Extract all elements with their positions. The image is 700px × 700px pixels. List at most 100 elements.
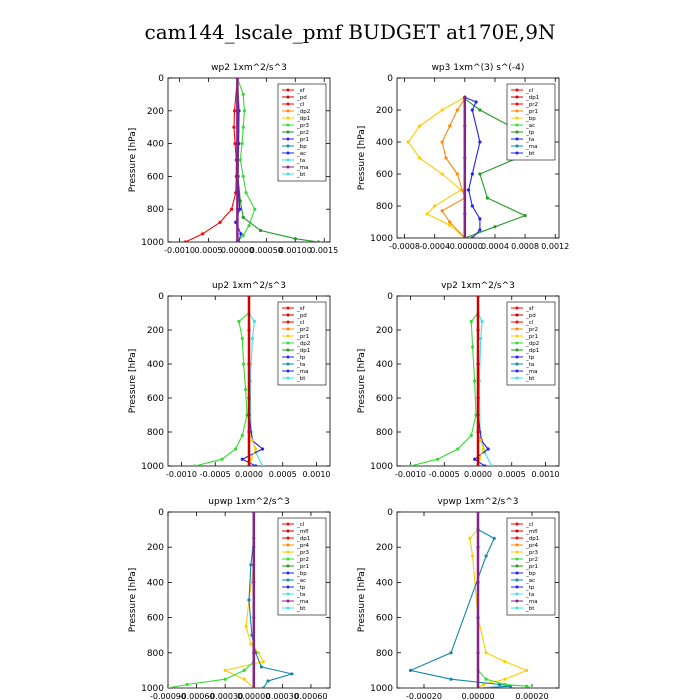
legend-marker bbox=[286, 557, 290, 561]
series-point bbox=[492, 536, 496, 541]
legend-label: _bt bbox=[296, 376, 306, 382]
legend-label: _pr1 bbox=[296, 564, 309, 570]
x-tick-label: -0.0005 bbox=[200, 470, 231, 479]
legend-label: _cl bbox=[525, 88, 534, 94]
series-point bbox=[235, 240, 240, 242]
y-axis-label: Pressure [hPa] bbox=[128, 128, 138, 193]
legend: _sf_pd_cl_pr2_pr1_dp2_dp1_tp_ta_ma_bt bbox=[506, 301, 556, 386]
series-point bbox=[476, 430, 480, 434]
legend-marker bbox=[286, 109, 290, 113]
series-point bbox=[247, 362, 251, 366]
series-group bbox=[183, 78, 321, 242]
series-point bbox=[448, 124, 452, 128]
legend-marker bbox=[515, 348, 519, 352]
legend-label: _ac bbox=[525, 578, 535, 584]
x-tick-label: 0.00060 bbox=[294, 692, 327, 700]
series-point bbox=[252, 651, 256, 655]
series-point bbox=[293, 237, 297, 241]
legend-label: _bp bbox=[296, 571, 307, 577]
panel-title: wp2 1xm^2/s^3 bbox=[211, 63, 287, 73]
series-point bbox=[408, 668, 413, 673]
legend: _sf_pd_cl_pr2_pr1_dp2_dp1_tp_ta_ma_bt bbox=[277, 301, 327, 386]
series-point bbox=[470, 204, 474, 208]
x-tick-label: 0.00000 bbox=[221, 246, 254, 255]
series-point bbox=[503, 677, 507, 681]
series-point bbox=[486, 447, 490, 451]
legend-label: _tp bbox=[296, 585, 306, 591]
series-point bbox=[247, 396, 251, 400]
legend-label: _ta bbox=[525, 362, 534, 368]
y-tick-label: 600 bbox=[376, 394, 393, 404]
legend-label: _bt bbox=[525, 151, 535, 157]
y-tick-label: 1000 bbox=[141, 462, 164, 472]
series-line bbox=[477, 312, 492, 466]
series-point bbox=[240, 142, 244, 146]
legend-marker bbox=[286, 348, 290, 352]
x-tick-label: 0.00000 bbox=[237, 692, 270, 700]
series-point bbox=[476, 396, 480, 400]
series-point bbox=[440, 172, 444, 176]
series-point bbox=[242, 109, 246, 113]
y-tick-label: 200 bbox=[147, 326, 164, 336]
y-tick-label: 0 bbox=[158, 292, 164, 302]
legend-label: _cl bbox=[296, 102, 305, 108]
legend-marker bbox=[515, 137, 519, 141]
series-point bbox=[240, 336, 244, 341]
series-point bbox=[471, 554, 475, 558]
legend-label: _pd bbox=[296, 95, 307, 101]
series-point bbox=[259, 665, 263, 669]
legend-label: _cl bbox=[525, 522, 534, 528]
series-point bbox=[242, 668, 246, 673]
x-tick-label: 0.00030 bbox=[266, 692, 299, 700]
legend-label: _pr2 bbox=[296, 327, 309, 333]
legend-label: _pr3 bbox=[525, 550, 539, 556]
series-point bbox=[478, 228, 482, 232]
series-point bbox=[463, 124, 467, 128]
series-point bbox=[455, 108, 459, 112]
x-tick-label: 0.0008 bbox=[511, 242, 539, 251]
legend-label: _mfl bbox=[296, 529, 309, 535]
series-line bbox=[464, 98, 546, 238]
legend-label: _dp1 bbox=[296, 348, 310, 354]
series-point bbox=[476, 686, 480, 688]
series-point bbox=[235, 207, 240, 211]
legend: _sf_pd_cl_dp2_dp1_pr3_pr2_pr1_bp_ac_ta_m… bbox=[277, 83, 327, 182]
x-tick-label: -0.0010 bbox=[395, 470, 426, 479]
legend-marker bbox=[515, 550, 519, 554]
series-point bbox=[249, 642, 253, 646]
legend-marker bbox=[286, 165, 290, 169]
x-tick-label: 0.0015 bbox=[310, 246, 338, 255]
legend-label: _tp bbox=[525, 355, 535, 361]
legend-label: _pr1 bbox=[525, 109, 538, 115]
y-tick-label: 0 bbox=[158, 508, 164, 518]
series-point bbox=[463, 212, 467, 216]
series-point bbox=[223, 677, 227, 681]
series-point bbox=[240, 457, 244, 461]
series-point bbox=[235, 78, 240, 80]
series-point bbox=[440, 140, 444, 144]
legend-marker bbox=[286, 102, 290, 106]
legend-marker bbox=[515, 362, 519, 366]
series-point bbox=[456, 447, 460, 451]
legend-label: _sf bbox=[296, 306, 306, 312]
series-point bbox=[478, 172, 482, 176]
y-axis-label: Pressure [hPa] bbox=[357, 349, 367, 414]
series-point bbox=[235, 174, 240, 178]
x-tick-label: -0.00090 bbox=[150, 692, 186, 700]
plot-frame bbox=[396, 77, 560, 239]
legend-marker bbox=[286, 606, 290, 610]
series-point bbox=[252, 580, 256, 585]
series-point bbox=[220, 457, 224, 461]
legend-marker bbox=[515, 341, 519, 345]
legend-label: _pr3 bbox=[296, 550, 310, 556]
legend-marker bbox=[286, 88, 290, 92]
y-tick-label: 200 bbox=[147, 107, 164, 117]
series-point bbox=[241, 215, 245, 219]
series-point bbox=[471, 345, 475, 349]
legend-marker bbox=[515, 313, 519, 317]
legend-marker bbox=[286, 130, 290, 134]
series-point bbox=[242, 362, 246, 366]
series-point bbox=[525, 684, 529, 688]
series-point bbox=[252, 686, 256, 688]
series-point bbox=[476, 651, 480, 655]
